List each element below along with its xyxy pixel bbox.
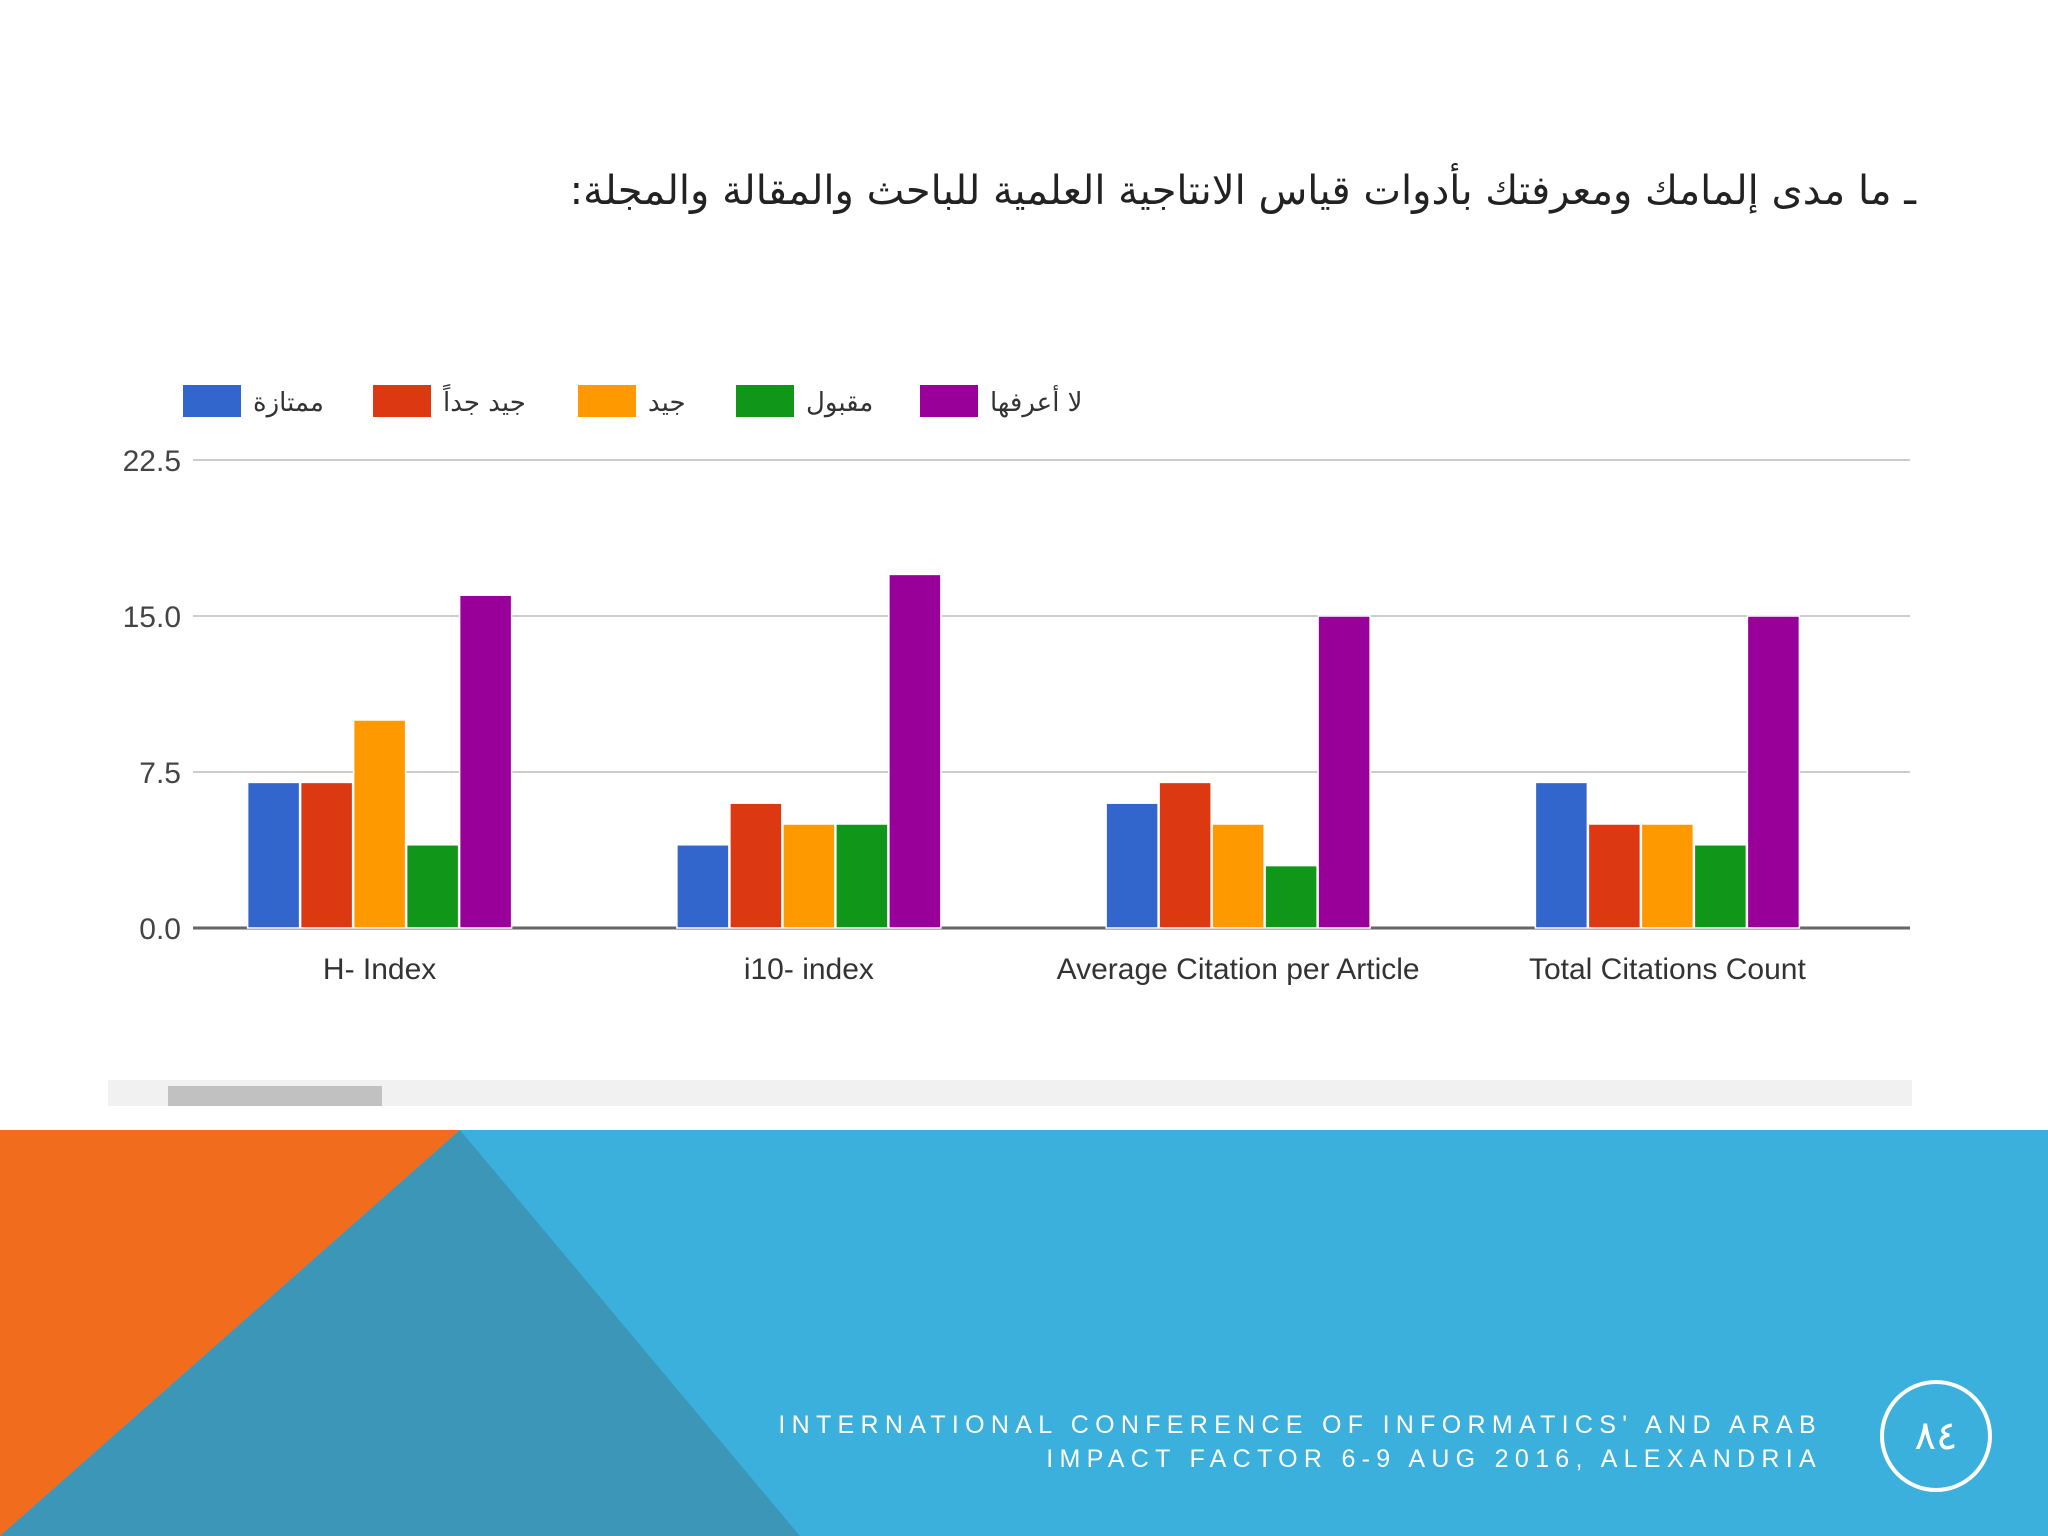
legend-label: لا أعرفها <box>990 384 1083 418</box>
question-title: ـ ما مدى إلمامك ومعرفتك بأدوات قياس الان… <box>569 168 1916 214</box>
y-tick-label: 15.0 <box>123 601 181 634</box>
chart-panel: 0.0 7.5 15.0 22.5 H- Index i10- index Average … <box>108 250 1912 1106</box>
bar-لا أعرفها-i10- index <box>888 573 942 929</box>
bar-جيد-i10- index <box>782 823 836 929</box>
x-tick-label: Total Citations Count <box>1529 953 1806 986</box>
x-tick-label: i10- index <box>744 953 874 986</box>
bar-جيد جداً-H- Index <box>299 781 354 929</box>
bar-لا أعرفها-Total Citations Count <box>1746 615 1801 929</box>
legend-swatch <box>736 385 794 417</box>
bar-جيد جداً-Total Citations Count <box>1587 823 1642 929</box>
x-tick-label: H- Index <box>323 953 436 986</box>
legend-label: مقبول <box>806 388 873 418</box>
bar-جيد-Average Citation per Article <box>1211 823 1265 929</box>
bar-جيد جداً-i10- index <box>729 802 783 929</box>
footer-slate-triangle <box>0 1130 800 1536</box>
y-tick-label: 0.0 <box>139 913 181 946</box>
y-tick-label: 7.5 <box>139 757 181 790</box>
bar-جيد-Total Citations Count <box>1640 823 1695 929</box>
x-tick-label: Average Citation per Article <box>1057 953 1420 986</box>
legend-label: جيد جداً <box>442 383 526 418</box>
legend-swatch <box>578 385 636 417</box>
bar-مقبول-i10- index <box>835 823 889 929</box>
bar-ممتازة-H- Index <box>246 781 301 929</box>
footer-band <box>0 1130 2048 1536</box>
bar-ممتازة-i10- index <box>676 844 730 929</box>
conference-line-2: IMPACT FACTOR 6-9 AUG 2016, ALEXANDRIA <box>1046 1445 1822 1473</box>
bar-مقبول-Average Citation per Article <box>1264 864 1318 929</box>
bar-جيد-H- Index <box>352 719 407 929</box>
legend-label: جيد <box>648 388 686 418</box>
scrollbar-thumb <box>168 1086 382 1106</box>
legend-label: ممتازة <box>253 388 324 418</box>
legend-swatch <box>920 385 978 417</box>
scrollbar-track <box>108 1080 1912 1106</box>
y-tick-label: 22.5 <box>123 445 181 478</box>
bar-مقبول-Total Citations Count <box>1693 844 1748 929</box>
bar-مقبول-H- Index <box>405 844 460 929</box>
conference-line-1: INTERNATIONAL CONFERENCE OF INFORMATICS'… <box>778 1411 1822 1439</box>
footer-decoration <box>0 1130 800 1536</box>
bar-لا أعرفها-H- Index <box>458 594 513 929</box>
bar-ممتازة-Average Citation per Article <box>1105 802 1159 929</box>
bar-ممتازة-Total Citations Count <box>1534 781 1589 929</box>
bar-chart: 0.0 7.5 15.0 22.5 H- Index i10- index Average … <box>108 383 1912 1106</box>
page-number-badge: ٨٤ <box>1880 1380 1992 1492</box>
bar-جيد جداً-Average Citation per Article <box>1158 781 1212 929</box>
legend-swatch <box>183 385 241 417</box>
legend-swatch <box>373 385 431 417</box>
conference-caption: INTERNATIONAL CONFERENCE OF INFORMATICS'… <box>622 1408 1822 1476</box>
bar-لا أعرفها-Average Citation per Article <box>1317 615 1371 929</box>
